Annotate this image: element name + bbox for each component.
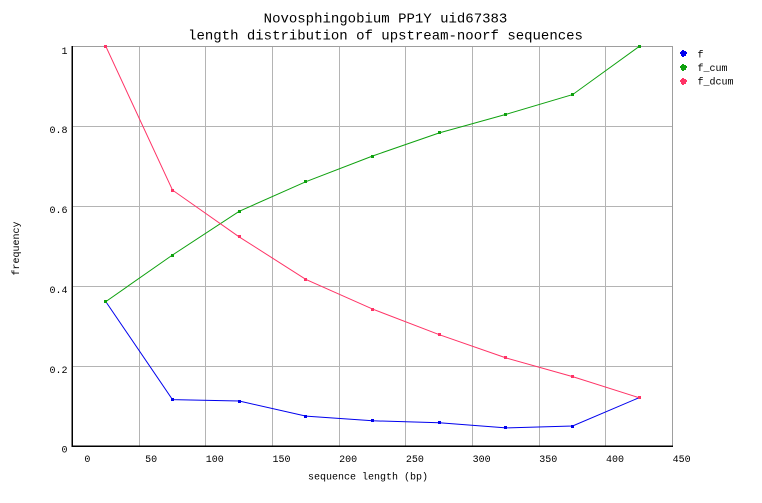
svg-text:450: 450 (673, 455, 691, 466)
svg-text:0.2: 0.2 (49, 366, 67, 377)
svg-text:f: f (698, 49, 704, 61)
svg-text:length distribution of upstrea: length distribution of upstream-noorf se… (188, 29, 583, 45)
svg-text:250: 250 (406, 455, 424, 466)
svg-text:300: 300 (473, 455, 491, 466)
svg-text:200: 200 (339, 455, 357, 466)
svg-text:0.4: 0.4 (49, 286, 67, 297)
svg-text:frequency: frequency (11, 221, 23, 275)
svg-text:sequence length (bp): sequence length (bp) (308, 472, 428, 484)
svg-text:0.6: 0.6 (49, 206, 67, 217)
svg-text:100: 100 (206, 455, 224, 466)
svg-text:f_cum: f_cum (698, 63, 728, 75)
svg-text:1: 1 (61, 47, 67, 58)
svg-text:0.8: 0.8 (49, 126, 67, 137)
svg-text:150: 150 (272, 455, 290, 466)
svg-text:0: 0 (61, 446, 67, 457)
svg-text:350: 350 (539, 455, 557, 466)
svg-text:400: 400 (606, 455, 624, 466)
svg-text:f_dcum: f_dcum (698, 77, 734, 89)
svg-text:50: 50 (145, 455, 157, 466)
svg-text:0: 0 (84, 455, 90, 466)
svg-text:Novosphingobium PP1Y uid67383: Novosphingobium PP1Y uid67383 (264, 11, 508, 27)
